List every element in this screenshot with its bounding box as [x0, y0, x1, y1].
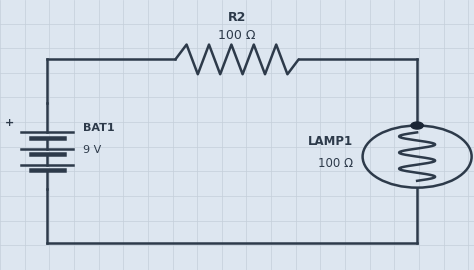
Circle shape [411, 122, 423, 129]
Text: LAMP1: LAMP1 [308, 135, 353, 148]
Text: BAT1: BAT1 [83, 123, 115, 133]
Text: 9 V: 9 V [83, 145, 101, 155]
Text: +: + [5, 118, 14, 128]
Text: 100 Ω: 100 Ω [218, 29, 256, 42]
Text: R2: R2 [228, 11, 246, 24]
Text: 100 Ω: 100 Ω [318, 157, 353, 170]
